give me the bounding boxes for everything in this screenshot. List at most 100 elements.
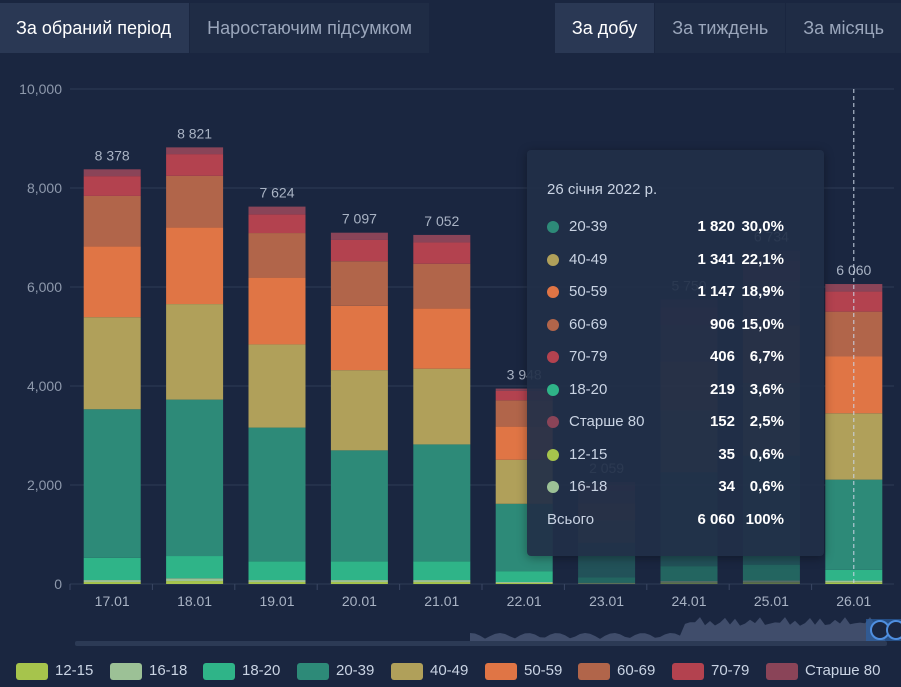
bar-segment[interactable]: [248, 277, 306, 345]
y-tick-label: 2,000: [27, 477, 62, 493]
bar-segment[interactable]: [166, 147, 224, 155]
bar-segment[interactable]: [413, 561, 471, 581]
tooltip-date: 26 січня 2022 р.: [547, 181, 658, 198]
bar-segment[interactable]: [83, 409, 141, 558]
legend-label: 50-59: [524, 662, 563, 679]
bar-segment[interactable]: [330, 261, 388, 306]
y-tick-label: 10,000: [19, 81, 62, 97]
series-dot-icon: [547, 221, 559, 233]
series-dot-icon: [547, 383, 559, 396]
tab-selected-period[interactable]: За обраний період: [0, 3, 190, 53]
bar-segment[interactable]: [330, 582, 388, 584]
tooltip-series-name: 18-20: [569, 380, 608, 398]
bar-segment[interactable]: [330, 232, 388, 240]
bar-segment[interactable]: [495, 390, 553, 401]
bar-segment[interactable]: [413, 242, 471, 264]
bar-segment[interactable]: [248, 561, 306, 581]
bar-segment[interactable]: [330, 370, 388, 451]
navigator-track[interactable]: [75, 641, 887, 646]
bar-segment[interactable]: [166, 578, 224, 582]
bar-segment[interactable]: [166, 175, 224, 228]
legend-swatch: [16, 663, 48, 680]
bar-segment[interactable]: [825, 582, 883, 584]
bar-segment[interactable]: [578, 583, 636, 584]
bar-segment[interactable]: [330, 450, 388, 562]
tab-daily[interactable]: За добу: [554, 3, 655, 53]
bar-segment[interactable]: [742, 564, 800, 581]
bar-segment[interactable]: [83, 557, 141, 581]
bar-segment[interactable]: [83, 195, 141, 247]
bar-segment[interactable]: [413, 368, 471, 445]
bar-segment[interactable]: [248, 582, 306, 584]
bar-segment[interactable]: [330, 561, 388, 581]
tooltip-row: 12-15 35 0,6%: [547, 446, 809, 466]
bar-segment[interactable]: [413, 444, 471, 562]
tooltip-series-pct: 18,9%: [741, 283, 784, 300]
y-tick-label: 4,000: [27, 378, 62, 394]
bar-segment[interactable]: [742, 582, 800, 584]
bar-segment[interactable]: [413, 234, 471, 243]
x-tick-label: 22.01: [507, 593, 542, 609]
tooltip-series-value: 1 147: [697, 283, 735, 300]
tooltip-series-value: 219: [709, 380, 735, 398]
bar-segment[interactable]: [248, 206, 306, 215]
tab-weekly[interactable]: За тиждень: [655, 3, 786, 53]
tooltip-total-row: Всього 6 060 100%: [547, 511, 809, 531]
bar-segment[interactable]: [660, 581, 718, 583]
bar-segment[interactable]: [248, 233, 306, 278]
bar-segment[interactable]: [83, 580, 141, 583]
bar-segment[interactable]: [578, 582, 636, 584]
bar-segment[interactable]: [495, 571, 553, 583]
legend-label: 40-49: [430, 662, 469, 679]
bar-segment[interactable]: [83, 169, 141, 177]
bar-segment[interactable]: [742, 580, 800, 583]
bar-segment[interactable]: [248, 427, 306, 562]
bar-segment[interactable]: [248, 214, 306, 234]
bar-total-label: 8 821: [177, 125, 212, 141]
x-tick-label: 20.01: [342, 593, 377, 609]
series-dot-icon: [547, 351, 559, 363]
bar-segment[interactable]: [166, 581, 224, 584]
tooltip-row: 20-39 1 820 30,0%: [547, 218, 809, 238]
bar-segment[interactable]: [330, 580, 388, 583]
tab-monthly[interactable]: За місяць: [786, 3, 901, 53]
bar-segment[interactable]: [83, 317, 141, 410]
bar-segment[interactable]: [413, 582, 471, 584]
bar-segment[interactable]: [578, 577, 636, 583]
bar-segment[interactable]: [166, 227, 224, 305]
bar-segment[interactable]: [248, 344, 306, 428]
bar-segment[interactable]: [660, 582, 718, 584]
bar-segment[interactable]: [166, 399, 224, 557]
legend-swatch: [578, 663, 610, 680]
legend-label: 16-18: [149, 662, 188, 679]
series-dot-icon: [547, 448, 559, 461]
bar-segment[interactable]: [330, 239, 388, 262]
navigator-handle-right[interactable]: [886, 620, 901, 640]
bar-segment[interactable]: [83, 582, 141, 584]
navigator-sparkline: [470, 617, 885, 641]
legend-label: Старше 80: [805, 662, 881, 679]
bar-segment[interactable]: [83, 176, 141, 196]
bar-segment[interactable]: [495, 388, 553, 391]
bar-segment[interactable]: [413, 308, 471, 369]
chart-tooltip: 26 січня 2022 р. 20-39 1 820 30,0% 40-49 1 3…: [527, 150, 824, 556]
bar-segment[interactable]: [166, 154, 224, 176]
bar-segment[interactable]: [248, 580, 306, 583]
bar-segment[interactable]: [166, 556, 224, 579]
bar-segment[interactable]: [495, 582, 553, 584]
bar-segment[interactable]: [83, 246, 141, 318]
tooltip-series-name: 60-69: [569, 315, 608, 333]
bar-segment[interactable]: [166, 304, 224, 400]
tooltip-total-pct: 100%: [745, 511, 784, 528]
tooltip-row: 60-69 906 15,0%: [547, 316, 809, 336]
bar-segment[interactable]: [330, 305, 388, 371]
tooltip-series-pct: 22,1%: [741, 250, 784, 268]
bar-segment[interactable]: [413, 580, 471, 583]
tooltip-series-pct: 6,7%: [749, 348, 784, 365]
tooltip-series-name: 12-15: [569, 445, 608, 463]
tooltip-series-value: 906: [709, 315, 735, 333]
bar-segment[interactable]: [660, 566, 718, 582]
bar-segment[interactable]: [495, 583, 553, 584]
bar-segment[interactable]: [413, 263, 471, 309]
tab-cumulative[interactable]: Наростаючим підсумком: [190, 3, 430, 53]
